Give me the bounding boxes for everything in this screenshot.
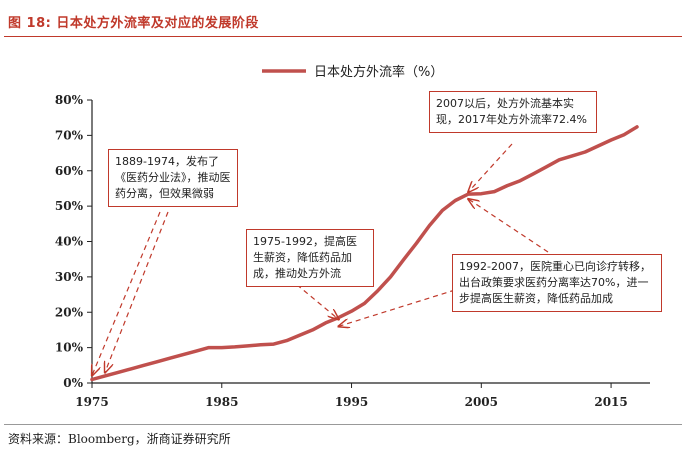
x-tick-label: 2015 [594, 395, 627, 409]
annotation-after-2007: 2007以后，处方外流基本实现，2017年处方外流率72.4% [429, 91, 597, 133]
source-divider [4, 424, 682, 425]
x-tick-label: 1995 [335, 395, 368, 409]
x-tick-label: 1985 [205, 395, 238, 409]
y-tick-label: 60% [55, 164, 84, 178]
x-tick-label: 2005 [465, 395, 498, 409]
y-tick-label: 40% [55, 235, 84, 249]
y-tick-label: 50% [55, 199, 84, 213]
annotation-arrow [468, 143, 513, 192]
source-note: 资料来源：Bloomberg，浙商证券研究所 [8, 432, 231, 446]
y-tick-label: 0% [63, 376, 83, 390]
annotation-arrow [105, 211, 169, 372]
annotation-arrow [468, 199, 549, 253]
y-tick-label: 70% [55, 128, 84, 142]
line-chart: 0% 10% 20% 30% 40% 50% 60% 70% 80% 1975 1985 1995 20… [55, 64, 650, 409]
annotation-arrow [339, 289, 456, 326]
y-tick-label: 20% [55, 305, 84, 319]
figure-title: 图 18: 日本处方外流率及对应的发展阶段 [8, 16, 259, 31]
legend-label: 日本处方外流率（%） [314, 64, 443, 80]
y-tick-label: 80% [55, 93, 84, 107]
x-tick-label: 1975 [75, 395, 108, 409]
y-tick-label: 30% [55, 270, 84, 284]
annotation-1975-1992: 1975-1992，提高医生薪资，降低药品加成，推动处方外流 [246, 229, 374, 287]
series-line-prescription-rate [90, 125, 639, 382]
annotation-1889-1974: 1889-1974，发布了《医药分业法》，推动医药分离，但效果微弱 [108, 149, 238, 207]
annotation-arrow [92, 211, 161, 375]
annotation-1992-2007: 1992-2007，医院重心已向诊疗转移，出台政策要求医药分离率达70%，进一步… [452, 254, 662, 312]
title-divider [4, 36, 682, 37]
y-tick-label: 10% [55, 341, 84, 355]
